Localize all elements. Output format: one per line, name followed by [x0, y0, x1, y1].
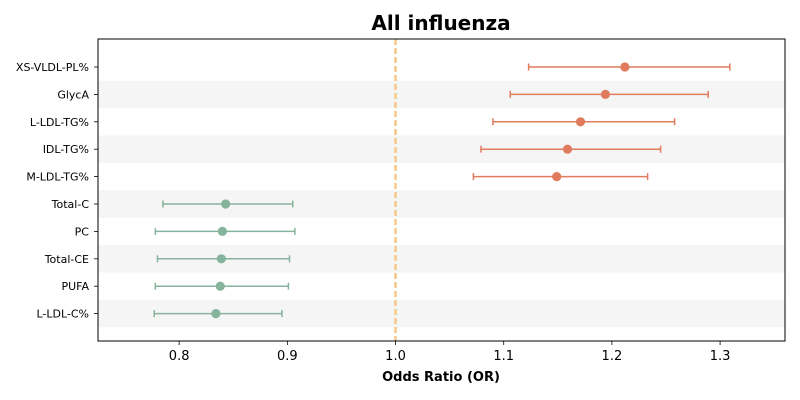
point-estimate — [217, 226, 228, 236]
x-tick-label: 0.9 — [277, 349, 298, 364]
y-tick-label: IDL-TG% — [43, 143, 89, 156]
point-estimate — [211, 309, 221, 319]
x-tick-label: 1.3 — [710, 349, 731, 364]
row-band — [98, 135, 785, 163]
x-axis-ticks: 0.8 0.9 1.0 1.1 1.2 1.3 — [169, 341, 731, 364]
point-estimate — [575, 117, 586, 127]
y-tick-label: PC — [75, 225, 90, 238]
y-axis-ticks: XS-VLDL-PL% GlycA L-LDL-TG% IDL-TG% M-LDL-TG… — [16, 61, 98, 321]
point-estimate — [600, 89, 611, 99]
y-tick-label: Total-C — [51, 198, 90, 211]
point-estimate — [221, 199, 231, 209]
point-estimates — [211, 62, 630, 319]
point-estimate — [562, 144, 573, 154]
chart-title: All influenza — [371, 11, 510, 35]
point-estimate — [216, 254, 226, 264]
x-tick-label: 1.2 — [602, 349, 623, 364]
x-tick-label: 1.0 — [385, 349, 406, 364]
y-tick-label: M-LDL-TG% — [26, 171, 89, 184]
y-tick-label: PUFA — [61, 280, 89, 293]
y-tick-label: L-LDL-C% — [36, 308, 89, 321]
point-estimate — [552, 172, 562, 182]
x-tick-label: 0.8 — [169, 349, 190, 364]
y-tick-label: L-LDL-TG% — [30, 116, 89, 129]
y-tick-label: Total-CE — [44, 253, 89, 266]
y-tick-label: GlycA — [57, 88, 89, 101]
x-tick-label: 1.1 — [493, 349, 514, 364]
x-axis-label: Odds Ratio (OR) — [382, 370, 500, 385]
point-estimate — [215, 281, 225, 291]
y-tick-label: XS-VLDL-PL% — [16, 61, 89, 74]
point-estimate — [620, 62, 630, 72]
plot-frame — [97, 38, 786, 342]
